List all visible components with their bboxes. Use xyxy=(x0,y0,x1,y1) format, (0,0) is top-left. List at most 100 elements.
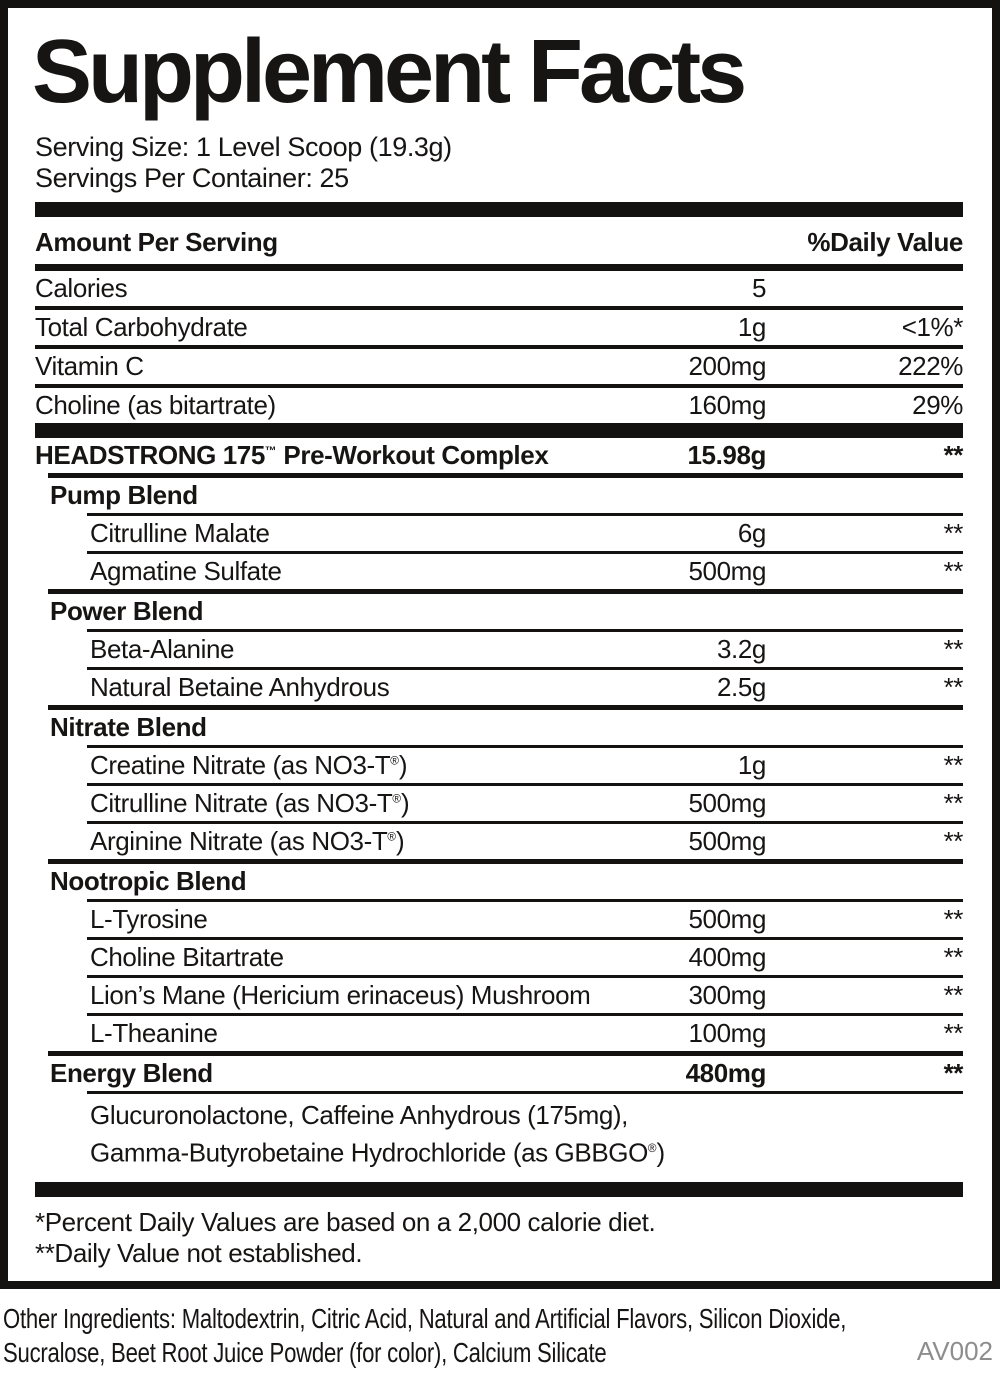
nutrient-name: Nitrate Blend xyxy=(50,711,207,742)
nutrient-table: Calories 5 Total Carbohydrate 1g <1%* Vitamin… xyxy=(35,271,963,1198)
daily-value: ** xyxy=(943,979,964,1010)
amount-value: 160mg xyxy=(688,389,767,420)
registered-mark: ® xyxy=(390,753,399,767)
nutrient-name: Citrulline Malate xyxy=(90,517,270,548)
nutrient-row: Power Blend xyxy=(35,594,963,629)
footnote-not-established: **Daily Value not established. xyxy=(35,1238,363,1269)
nutrient-row: Total Carbohydrate 1g <1%* xyxy=(35,310,963,345)
other-ingredients-line-2: Sucralose, Beet Root Juice Powder (for c… xyxy=(3,1337,607,1369)
daily-value: ** xyxy=(943,749,964,780)
nutrient-name: Total Carbohydrate xyxy=(35,311,248,342)
amount-value: 15.98g xyxy=(687,439,766,470)
nutrient-name: L-Tyrosine xyxy=(90,903,208,934)
amount-value: 400mg xyxy=(688,941,767,972)
daily-value: ** xyxy=(943,1057,964,1088)
nutrient-row: Choline (as bitartrate) 160mg 29% xyxy=(35,388,963,423)
row-separator xyxy=(35,383,963,388)
nutrient-row: L-Theanine 100mg ** xyxy=(35,1016,963,1051)
nutrient-name: Pump Blend xyxy=(50,479,198,510)
nutrient-row: Citrulline Nitrate (as NO3-T®) 500mg ** xyxy=(35,786,963,821)
row-separator xyxy=(87,1090,963,1094)
serving-info: Serving Size: 1 Level Scoop (19.3g) Serv… xyxy=(35,132,963,194)
footnotes: *Percent Daily Values are based on a 2,0… xyxy=(35,1197,963,1269)
row-separator xyxy=(87,666,963,670)
daily-value: ** xyxy=(943,517,964,548)
trademark-mark: ™ xyxy=(264,443,277,457)
nutrient-row: Pump Blend xyxy=(35,478,963,513)
nutrient-row: Energy Blend 480mg ** xyxy=(35,1056,963,1091)
amount-per-serving-header: Amount Per Serving xyxy=(35,226,278,257)
daily-value: 29% xyxy=(912,389,963,420)
nutrient-name: Creatine Nitrate (as NO3-T®) xyxy=(90,749,408,780)
serving-size: Serving Size: 1 Level Scoop (19.3g) xyxy=(35,131,452,162)
other-ingredients: Other Ingredients: Maltodextrin, Citric … xyxy=(3,1302,1000,1370)
top-divider-bar xyxy=(35,201,963,217)
nutrient-name: Calories xyxy=(35,272,128,303)
amount-value: 200mg xyxy=(688,350,767,381)
nutrient-row: Calories 5 xyxy=(35,271,963,306)
registered-mark: ® xyxy=(387,829,396,843)
daily-value: 222% xyxy=(898,350,963,381)
amount-value: 3.2g xyxy=(716,633,766,664)
nutrient-name: Natural Betaine Anhydrous xyxy=(90,671,390,702)
nutrient-name: Power Blend xyxy=(50,595,204,626)
row-separator xyxy=(48,588,963,594)
nutrient-row: Creatine Nitrate (as NO3-T®) 1g ** xyxy=(35,748,963,783)
nutrient-row: Arginine Nitrate (as NO3-T®) 500mg ** xyxy=(35,824,963,859)
amount-value: 1g xyxy=(737,749,767,780)
nutrient-row: HEADSTRONG 175™ Pre-Workout Complex 15.98… xyxy=(35,438,963,473)
amount-value: 500mg xyxy=(688,903,767,934)
daily-value: <1%* xyxy=(901,311,964,342)
nutrient-name: HEADSTRONG 175™ Pre-Workout Complex xyxy=(35,439,549,470)
row-separator xyxy=(35,344,963,349)
nutrient-name: Lion’s Mane (Hericium erinaceus) Mushroo… xyxy=(90,979,591,1010)
daily-value: ** xyxy=(943,903,964,934)
amount-value: 2.5g xyxy=(716,671,766,702)
divider-bar xyxy=(35,1182,963,1198)
row-separator xyxy=(87,512,963,516)
row-separator xyxy=(87,1012,963,1016)
daily-value: ** xyxy=(943,671,964,702)
nutrient-row: Natural Betaine Anhydrous 2.5g ** xyxy=(35,670,963,705)
blend-description: Glucuronolactone, Caffeine Anhydrous (17… xyxy=(35,1094,963,1183)
row-separator xyxy=(35,305,963,310)
daily-value: ** xyxy=(943,787,964,818)
nutrient-row: Lion’s Mane (Hericium erinaceus) Mushroo… xyxy=(35,978,963,1013)
nutrient-name: Arginine Nitrate (as NO3-T®) xyxy=(90,825,405,856)
nutrient-row: Beta-Alanine 3.2g ** xyxy=(35,632,963,667)
nutrient-name: Agmatine Sulfate xyxy=(90,555,282,586)
daily-value: ** xyxy=(943,825,964,856)
daily-value: ** xyxy=(943,1017,964,1048)
nutrient-name: L-Theanine xyxy=(90,1017,218,1048)
row-separator xyxy=(87,782,963,786)
nutrient-row: Nootropic Blend xyxy=(35,864,963,899)
row-separator xyxy=(87,898,963,902)
product-code: AV002 xyxy=(916,1336,993,1367)
nutrient-name: Vitamin C xyxy=(35,350,144,381)
nutrient-name: Nootropic Blend xyxy=(50,865,247,896)
divider-bar xyxy=(35,422,963,438)
amount-value: 480mg xyxy=(685,1057,767,1088)
daily-value: ** xyxy=(943,439,964,470)
footnote-daily-values: *Percent Daily Values are based on a 2,0… xyxy=(35,1207,656,1238)
row-separator xyxy=(48,704,963,710)
amount-value: 500mg xyxy=(688,825,767,856)
amount-value: 6g xyxy=(737,517,767,548)
row-separator xyxy=(48,858,963,864)
nutrient-row: Choline Bitartrate 400mg ** xyxy=(35,940,963,975)
servings-per-container: Servings Per Container: 25 xyxy=(35,162,349,193)
amount-value: 100mg xyxy=(688,1017,767,1048)
nutrient-row: Agmatine Sulfate 500mg ** xyxy=(35,554,963,589)
row-separator xyxy=(48,1050,963,1056)
daily-value: ** xyxy=(943,941,964,972)
row-separator xyxy=(87,820,963,824)
registered-mark: ® xyxy=(392,791,401,805)
amount-value: 300mg xyxy=(688,979,767,1010)
other-ingredients-line-1: Other Ingredients: Maltodextrin, Citric … xyxy=(3,1303,847,1335)
amount-value: 5 xyxy=(751,272,766,303)
row-separator xyxy=(87,936,963,940)
nutrient-row: L-Tyrosine 500mg ** xyxy=(35,902,963,937)
nutrient-name: Energy Blend xyxy=(50,1057,213,1088)
row-separator xyxy=(48,472,963,478)
blend-description-line: Gamma-Butyrobetaine Hydrochloride (as GB… xyxy=(90,1137,665,1168)
